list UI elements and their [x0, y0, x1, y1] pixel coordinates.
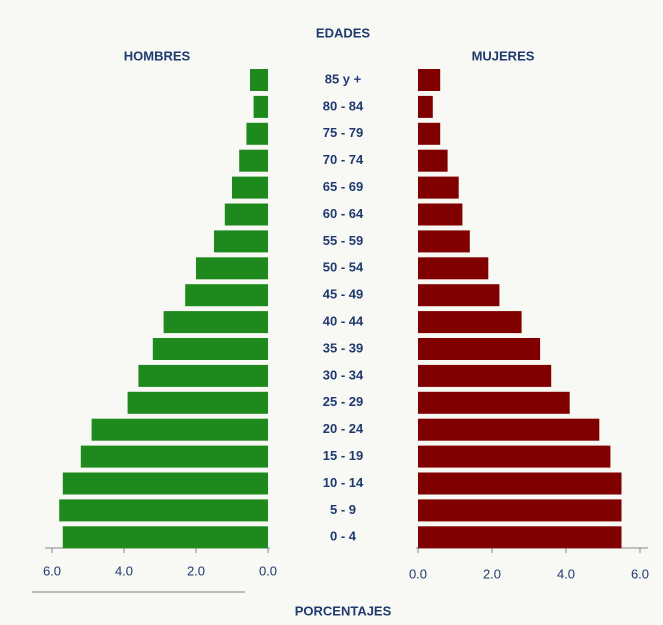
category-label: 10 - 14 — [323, 475, 364, 490]
x-tick-label: 0.0 — [409, 566, 427, 581]
category-label: 30 - 34 — [323, 367, 364, 382]
category-label: 5 - 9 — [330, 502, 356, 517]
category-label: 20 - 24 — [323, 421, 364, 436]
bar — [80, 445, 268, 468]
x-tick-label: 4.0 — [557, 566, 575, 581]
x-tick-label: 2.0 — [483, 566, 501, 581]
bar — [59, 499, 269, 522]
bar — [62, 472, 268, 495]
bar — [152, 338, 268, 360]
category-label: 65 - 69 — [323, 179, 363, 194]
category-label: 40 - 44 — [323, 314, 364, 329]
bar — [250, 69, 268, 91]
x-tick-label: 2.0 — [187, 563, 205, 578]
bar — [253, 95, 268, 118]
category-label: 85 y + — [325, 71, 362, 86]
category-label: 35 - 39 — [323, 340, 363, 355]
bar — [418, 472, 622, 495]
category-axis-title: EDADES — [316, 25, 371, 40]
bar — [138, 364, 268, 387]
x-axis-title: PORCENTAJES — [295, 603, 392, 618]
bar — [418, 257, 489, 280]
bar — [127, 391, 268, 414]
bar — [239, 149, 268, 172]
category-label: 75 - 79 — [323, 125, 363, 140]
x-tick-label: 4.0 — [115, 563, 133, 578]
bar — [185, 284, 268, 307]
bar — [418, 499, 622, 522]
legend-right: MUJERES — [472, 48, 535, 63]
category-label: 25 - 29 — [323, 394, 363, 409]
x-tick-label: 0.0 — [259, 563, 277, 578]
category-label: 45 - 49 — [323, 287, 363, 302]
bar — [163, 311, 268, 334]
bar — [418, 418, 600, 441]
bar — [418, 445, 611, 468]
bar — [196, 257, 268, 280]
bar — [418, 95, 433, 118]
bar — [224, 203, 268, 226]
bar — [418, 311, 522, 334]
category-label: 50 - 54 — [323, 260, 364, 275]
bar — [418, 230, 470, 253]
bar — [232, 176, 268, 199]
x-tick-label: 6.0 — [631, 566, 649, 581]
category-label: 60 - 64 — [323, 206, 364, 221]
bar — [418, 149, 448, 172]
category-label: 55 - 59 — [323, 233, 363, 248]
bar — [418, 69, 441, 91]
bar — [418, 122, 441, 145]
bar — [62, 526, 268, 549]
x-tick-label: 6.0 — [43, 563, 61, 578]
bar — [246, 122, 268, 145]
category-label: 0 - 4 — [330, 529, 357, 544]
bar — [214, 230, 268, 253]
bar — [418, 338, 541, 360]
legend-left: HOMBRES — [124, 48, 191, 63]
bar — [418, 203, 463, 226]
bar — [418, 176, 459, 199]
bar — [418, 526, 622, 549]
category-label: 80 - 84 — [323, 98, 364, 113]
category-label: 15 - 19 — [323, 448, 363, 463]
bar — [418, 284, 500, 307]
category-label: 70 - 74 — [323, 152, 364, 167]
bar — [418, 391, 570, 414]
bar — [91, 418, 268, 441]
bar — [418, 364, 552, 387]
